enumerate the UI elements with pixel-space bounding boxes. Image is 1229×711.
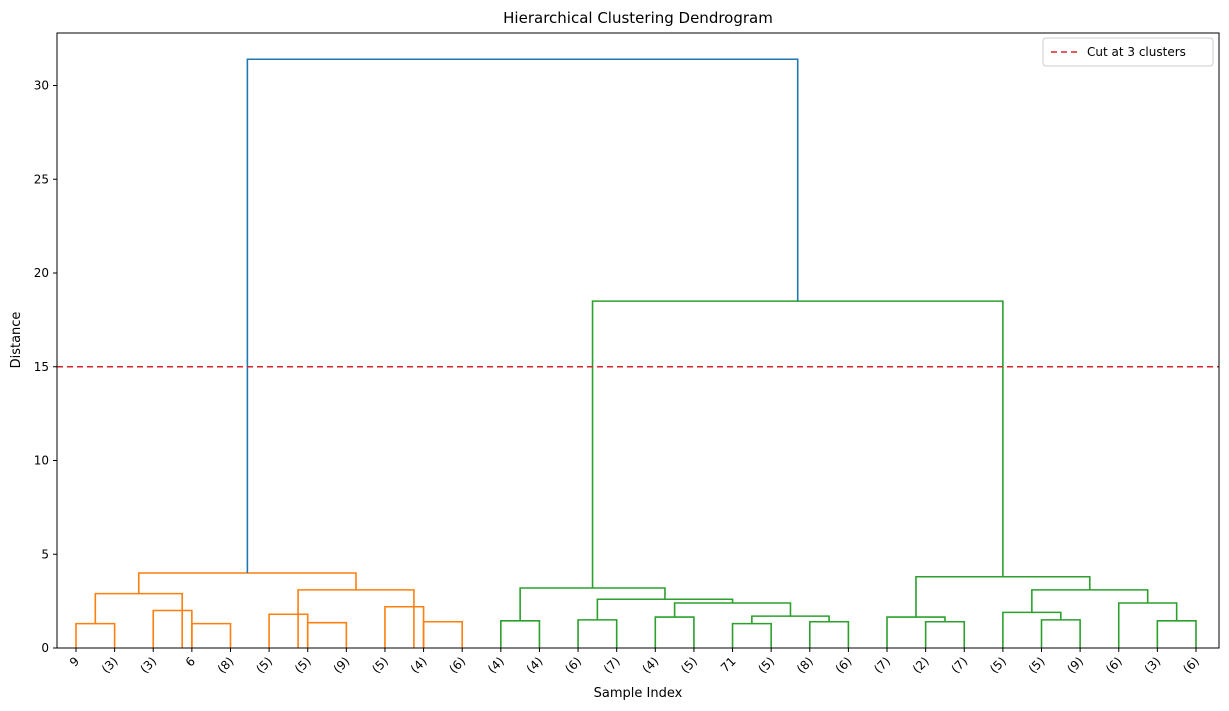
leaf-label: (4): [485, 654, 507, 676]
legend-label: Cut at 3 clusters: [1087, 45, 1186, 59]
leaf-label: (4): [524, 654, 546, 676]
dendrogram-link-10: [500, 620, 541, 648]
leaf-label: (5): [987, 654, 1009, 676]
y-axis-ticks: 0 5 10 15 20 25 30: [34, 79, 57, 655]
leaf-label: (6): [1180, 654, 1202, 676]
leaf-label: (7): [601, 654, 623, 676]
leaf-label: (6): [562, 654, 584, 676]
leaf-label: (2): [910, 654, 932, 676]
dendrogram-link-6: [422, 620, 463, 648]
dendrogram-link-12: [654, 616, 695, 648]
plot-frame: [56, 32, 1220, 649]
leaf-label: (6): [446, 654, 468, 676]
chart-title: Hierarchical Clustering Dendrogram: [503, 9, 773, 27]
y-tick-label: 10: [34, 454, 49, 468]
leaf-label: (4): [640, 654, 662, 676]
leaf-label: (5): [369, 654, 391, 676]
y-tick-label: 0: [41, 641, 49, 655]
x-axis-ticks: 9 (3) (3) 6 (8) (5) (5) (9) (5) (4) (6) (4) (4) (6) (7…: [67, 648, 1202, 676]
y-tick-label: 5: [41, 547, 49, 561]
leaf-label: (6): [1103, 654, 1125, 676]
y-tick-label: 30: [34, 79, 49, 93]
leaf-label: 6: [183, 654, 198, 669]
leaf-label: (5): [755, 654, 777, 676]
y-tick-label: 20: [34, 266, 49, 280]
dendrogram-link-4: [306, 621, 348, 648]
leaf-label: (5): [253, 654, 275, 676]
leaf-label: (3): [1142, 654, 1164, 676]
leaf-label: (3): [99, 654, 121, 676]
leaf-label: (9): [331, 654, 353, 676]
leaf-label: (5): [678, 654, 700, 676]
leaf-label: (7): [948, 654, 970, 676]
leaf-label: (8): [794, 654, 816, 676]
y-axis-title: Distance: [9, 312, 24, 369]
y-tick-label: 25: [34, 172, 49, 186]
dendrogram-link-28: [246, 58, 799, 573]
leaf-label: 71: [718, 654, 739, 675]
dendrogram-links: [75, 58, 1197, 648]
leaf-label: (5): [1026, 654, 1048, 676]
leaf-label: (8): [215, 654, 237, 676]
leaf-label: (9): [1064, 654, 1086, 676]
legend: Cut at 3 clusters: [1042, 37, 1214, 67]
leaf-label: (7): [871, 654, 893, 676]
leaf-label: (4): [408, 654, 430, 676]
x-axis-title: Sample Index: [594, 686, 683, 701]
leaf-label: (5): [292, 654, 314, 676]
dendrogram-link-20: [886, 616, 946, 648]
leaf-label: 9: [67, 654, 82, 669]
leaf-label: (6): [833, 654, 855, 676]
y-tick-label: 15: [34, 360, 49, 374]
dendrogram-link-23: [1156, 620, 1197, 648]
legend-box: [1042, 37, 1214, 67]
plot-area: [57, 33, 1219, 648]
dendrogram-link-2: [191, 622, 232, 648]
leaf-label: (3): [137, 654, 159, 676]
